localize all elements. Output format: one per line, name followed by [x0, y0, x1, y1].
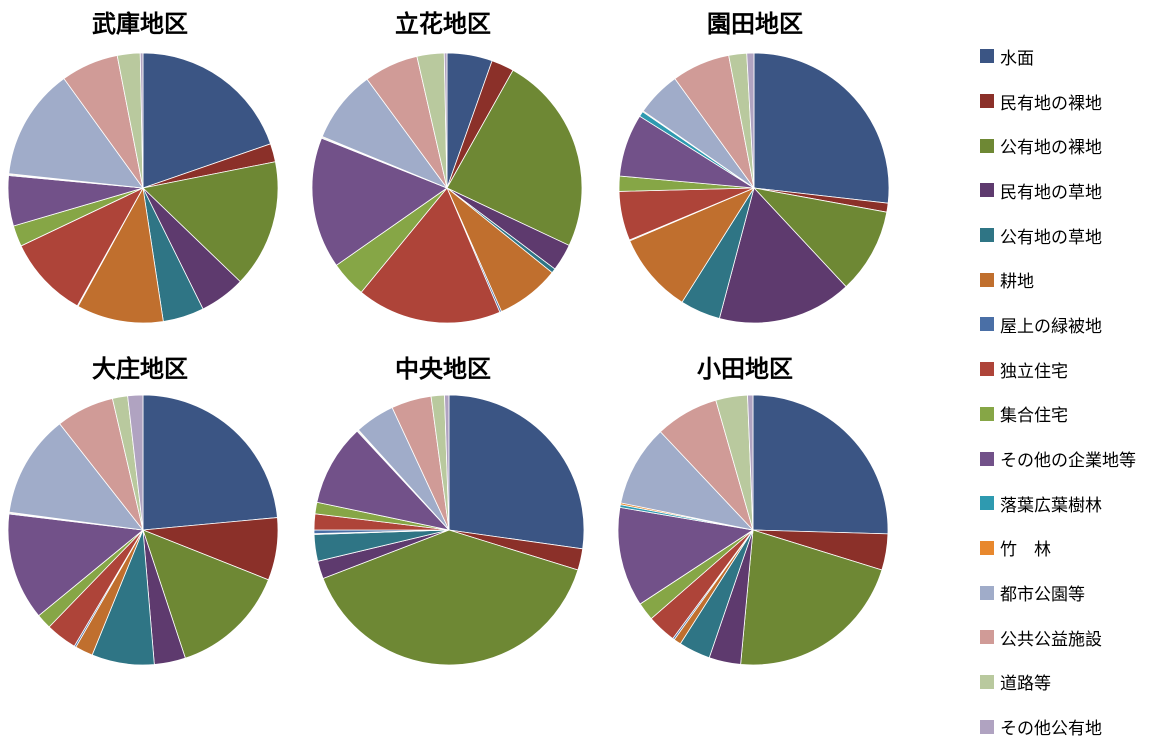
legend-label: 民有地の草地: [1000, 182, 1102, 203]
legend-swatch: [980, 630, 994, 645]
legend-item: 耕地: [980, 257, 1170, 302]
pie-slice-1-15: [443, 52, 448, 189]
pie-slice-3-2: [142, 529, 269, 659]
pie-slice-5-12: [620, 431, 755, 531]
legend-label: 道路等: [1000, 674, 1051, 695]
legend-item: 民有地の草地: [980, 168, 1170, 213]
legend-item: 都市公園等: [980, 570, 1170, 615]
legend-item: 公共公益施設: [980, 615, 1170, 660]
pie-slice-4-9: [316, 430, 451, 531]
legend-swatch: [980, 94, 994, 109]
chart-title-muko: 武庫地区: [92, 10, 188, 38]
legend-swatch: [980, 585, 994, 600]
legend-item: その他の企業地等: [980, 436, 1170, 481]
pie-slice-2-15: [746, 52, 755, 189]
legend-label: 公有地の草地: [1000, 227, 1102, 248]
legend-label: その他の企業地等: [1000, 451, 1136, 472]
pie-slice-2-2: [752, 187, 888, 288]
chart-title-sonoda: 園田地区: [707, 10, 803, 38]
legend-swatch: [980, 674, 994, 689]
legend-label: 集合住宅: [1000, 406, 1068, 427]
pie-slice-5-0: [752, 394, 889, 535]
legend-swatch: [980, 540, 994, 555]
chart-title-chuo: 中央地区: [395, 355, 491, 383]
legend-label: 公有地の裸地: [1000, 138, 1102, 159]
chart-title-oda: 小田地区: [697, 355, 793, 383]
legend-swatch: [980, 496, 994, 511]
legend-label: その他公有地: [1000, 719, 1102, 740]
legend-item: その他公有地: [980, 704, 1170, 749]
pie-slice-5-2: [740, 529, 883, 666]
legend-item: 落葉広葉樹林: [980, 481, 1170, 526]
pie-slice-0-0: [142, 52, 272, 189]
pie-slice-3-9: [7, 513, 144, 617]
legend-label: 公共公益施設: [1000, 629, 1102, 650]
legend-item: 独立住宅: [980, 347, 1170, 392]
legend-swatch: [980, 406, 994, 421]
legend-item: 竹 林: [980, 526, 1170, 571]
pie-slice-0-2: [142, 161, 279, 283]
chart-title-daisho: 大庄地区: [92, 355, 188, 383]
pie-slice-0-15: [139, 52, 144, 189]
pie-slice-2-5: [629, 187, 756, 303]
legend-label: 耕地: [1000, 272, 1034, 293]
legend-label: 屋上の緑被地: [1000, 316, 1102, 337]
pie-slice-2-0: [753, 52, 890, 204]
pie-slice-0-5: [77, 186, 164, 324]
pie-slice-3-0: [142, 394, 278, 531]
legend-swatch: [980, 228, 994, 243]
pie-slice-4-2: [322, 529, 579, 666]
legend-label: 独立住宅: [1000, 361, 1068, 382]
legend-label: 民有地の裸地: [1000, 93, 1102, 114]
legend-item: 公有地の裸地: [980, 123, 1170, 168]
legend-label: 落葉広葉樹林: [1000, 495, 1102, 516]
pies-group: [7, 52, 890, 666]
legend-swatch: [980, 451, 994, 466]
legend-swatch: [980, 317, 994, 332]
pie-charts-area: 武庫地区 立花地区 園田地区 大庄地区 中央地区 小田地区: [7, 10, 890, 666]
legend: 水面民有地の裸地 公有地の裸地 民有地の草地 公有地の草地 耕地屋上の緑被地 独立住宅集合…: [980, 34, 1170, 749]
legend-swatch: [980, 272, 994, 287]
pie-slice-2-3: [718, 187, 847, 324]
legend-label: 竹 林: [1000, 540, 1051, 561]
pie-slice-5-9: [617, 506, 755, 605]
legend-item: 集合住宅: [980, 392, 1170, 437]
legend-item: 民有地の裸地: [980, 79, 1170, 124]
pie-slice-1-2: [446, 69, 583, 246]
pie-slice-5-15: [747, 394, 754, 531]
pie-slice-4-0: [448, 394, 585, 550]
legend-item: 道路等: [980, 660, 1170, 705]
pie-slice-0-7: [20, 187, 144, 307]
pie-slice-3-15: [127, 394, 144, 531]
pie-slice-0-12: [8, 78, 144, 189]
pie-slice-1-7: [360, 187, 501, 324]
chart-title-tachibana: 立花地区: [395, 10, 491, 38]
legend-item: 公有地の草地: [980, 213, 1170, 258]
pie-slice-1-9: [311, 137, 448, 266]
legend-label: 都市公園等: [1000, 585, 1085, 606]
pie-slice-3-12: [8, 423, 144, 531]
legend-item: 屋上の緑被地: [980, 302, 1170, 347]
legend-swatch: [980, 719, 994, 734]
legend-swatch: [980, 362, 994, 377]
legend-item: 水面: [980, 34, 1170, 79]
legend-swatch: [980, 49, 994, 64]
legend-swatch: [980, 138, 994, 153]
pie-slice-4-15: [444, 394, 450, 531]
legend-swatch: [980, 183, 994, 198]
legend-label: 水面: [1000, 48, 1034, 69]
